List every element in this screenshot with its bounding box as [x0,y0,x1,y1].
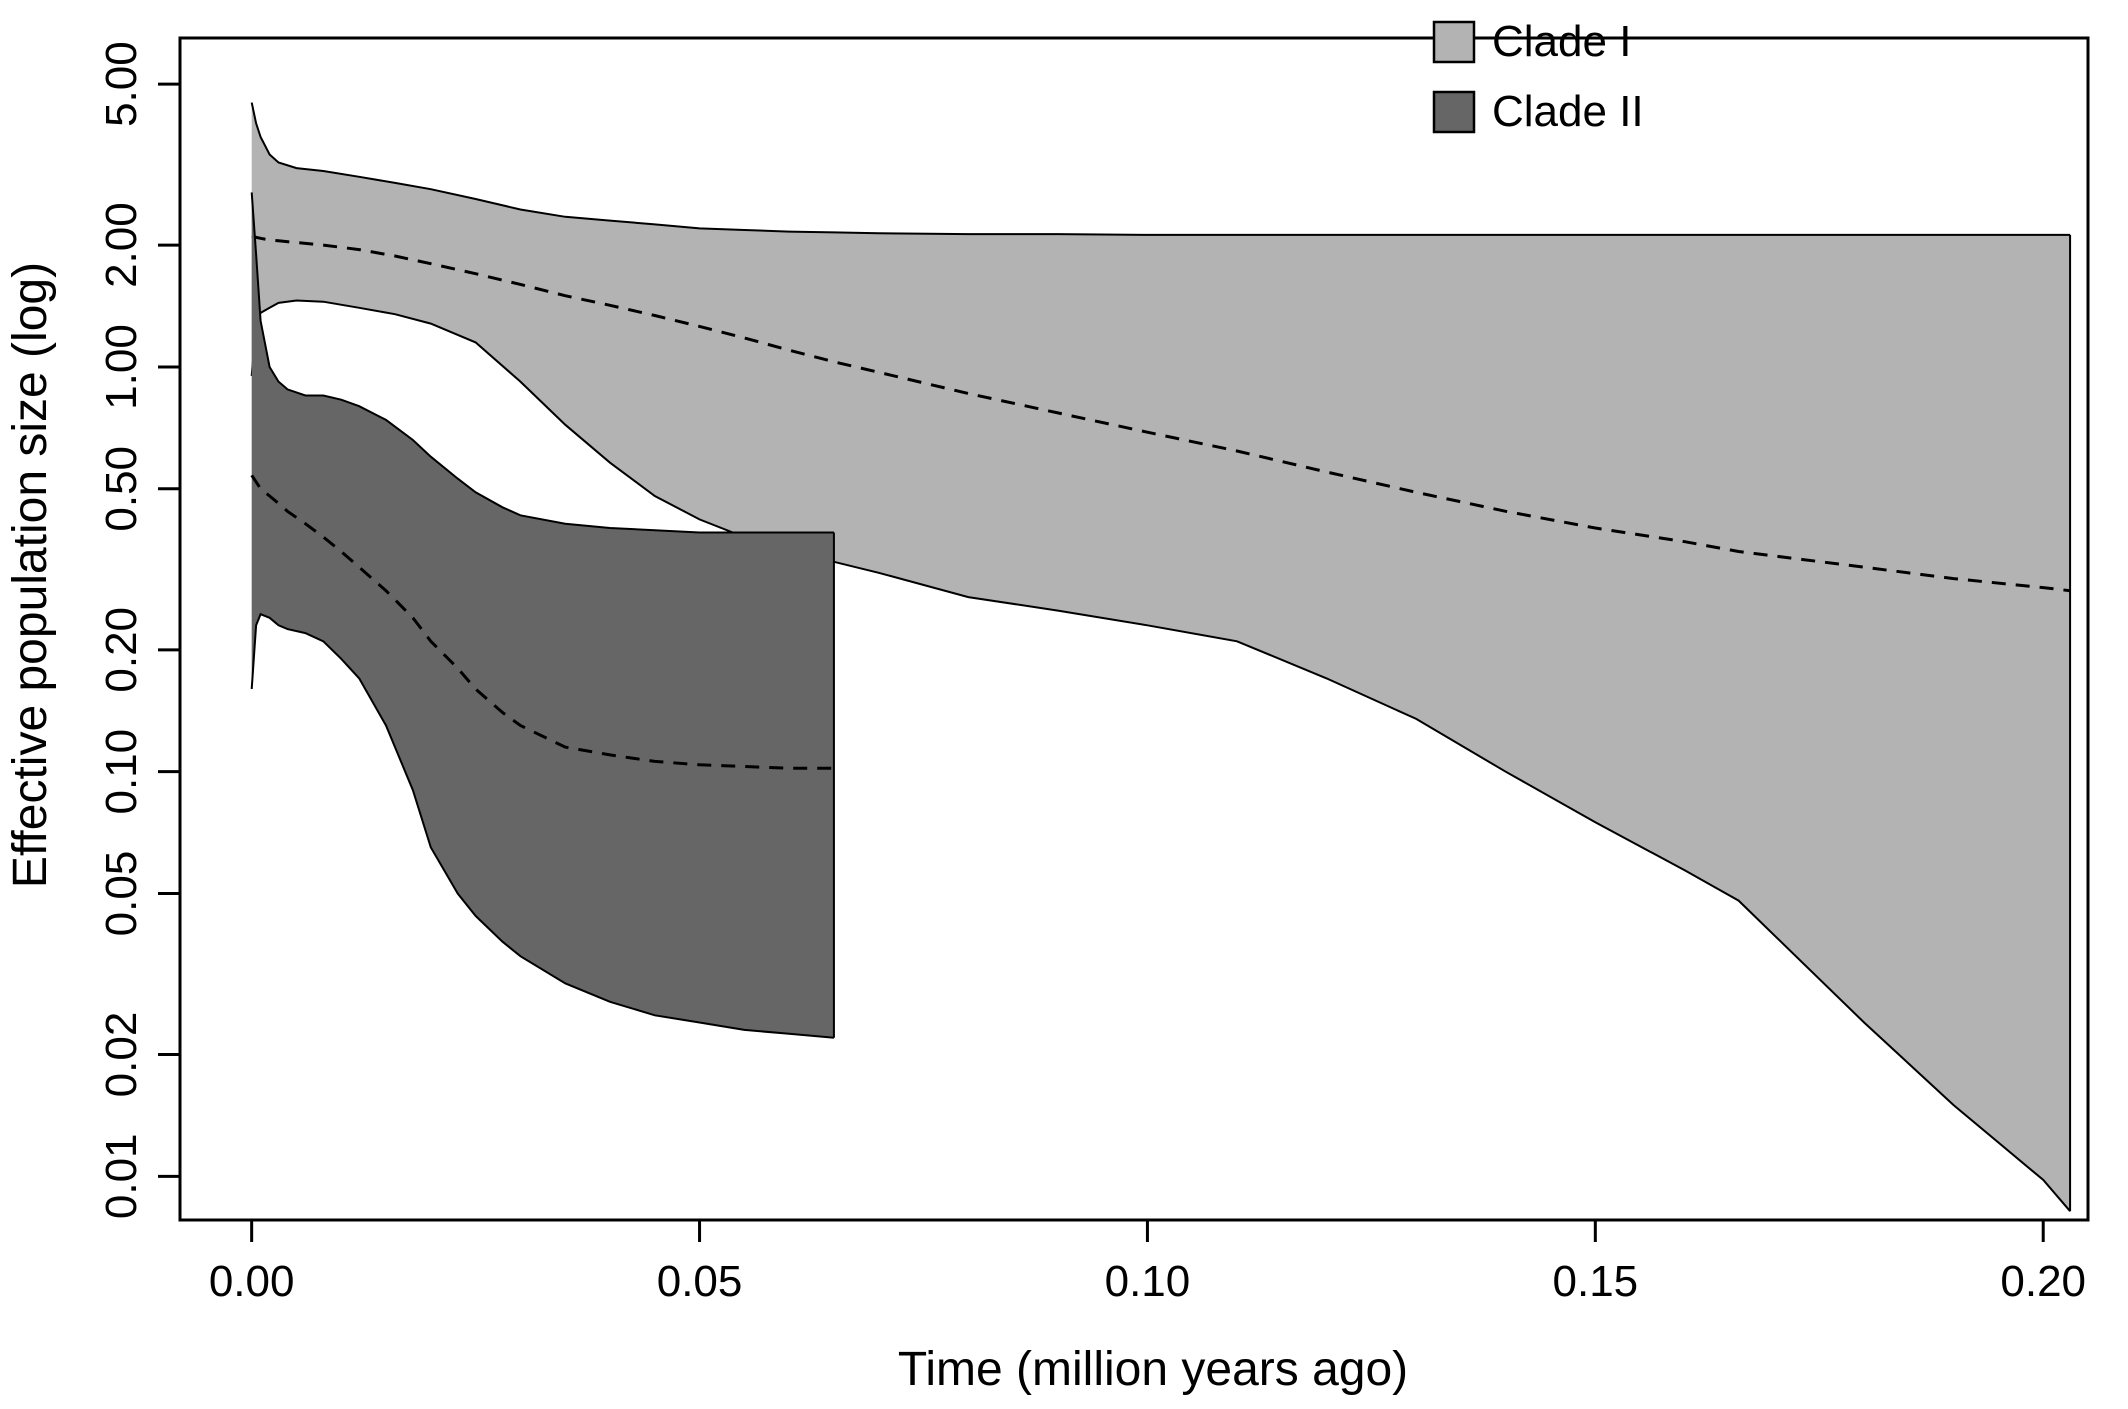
x-axis-title: Time (million years ago) [898,1343,1408,1396]
plot-frame [178,36,2090,1222]
series-1-ci-band [251,192,834,1038]
y-tick-label-8: 5.00 [97,41,146,127]
y-tick-label-6: 1.00 [97,324,146,410]
legend-label-1: Clade II [1492,87,1644,136]
legend-label-0: Clade I [1492,17,1631,66]
series-1-median-line [250,474,834,770]
y-tick-label-7: 2.00 [97,202,146,288]
y-tick-label-5: 0.50 [97,446,146,532]
series-layer [250,102,2072,1212]
legend: Clade I Clade II [1432,17,1644,136]
y-axis-title: Effective population size (log) [4,262,57,888]
y-tick-label-1: 0.02 [97,1012,146,1098]
series-0-upper-line [250,102,2071,236]
legend-swatch-0 [1432,20,1476,64]
axis-layer: 0.00 0.05 0.10 0.15 0.20 0.01 0.02 0.05 0.10 0.20… [97,41,2086,1306]
y-tick-label-0: 0.01 [97,1133,146,1219]
legend-swatch-1 [1432,90,1476,134]
series-1-lower-line [250,612,834,1039]
series-0-ci-band [251,102,2071,1212]
x-tick-label-1: 0.05 [657,1257,743,1306]
series-1-upper-line [250,192,834,534]
y-tick-label-4: 0.20 [97,607,146,693]
x-tick-label-2: 0.10 [1105,1257,1191,1306]
x-tick-label-3: 0.15 [1553,1257,1639,1306]
x-tick-label-4: 0.20 [2000,1257,2086,1306]
y-tick-label-3: 0.10 [97,729,146,815]
series-0-median-line [251,235,2071,593]
series-1 [250,192,835,1039]
y-tick-label-2: 0.05 [97,851,146,937]
x-tick-label-0: 0.00 [209,1257,295,1306]
